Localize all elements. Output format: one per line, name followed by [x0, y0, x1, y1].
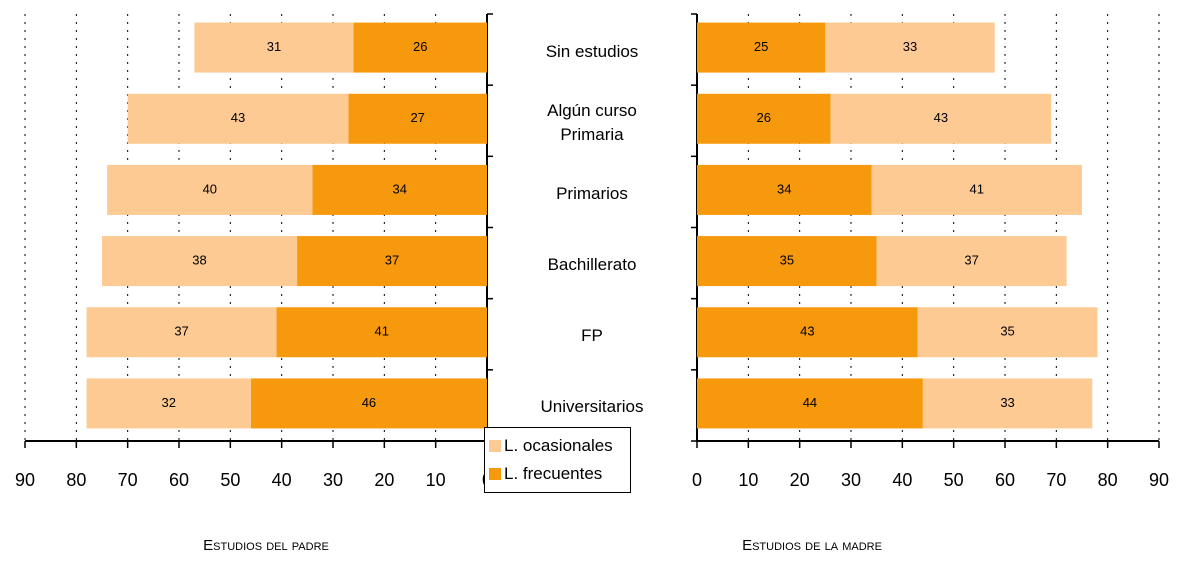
- x-tick-label: 50: [220, 470, 240, 490]
- value-label: 38: [192, 253, 206, 268]
- bar-segment: [697, 378, 923, 429]
- x-tick-label: 80: [66, 470, 86, 490]
- value-label: 33: [903, 39, 917, 54]
- legend-item: L. ocasionales: [489, 432, 630, 460]
- legend: L. ocasionales L. frecuentes: [484, 427, 631, 493]
- value-label: 41: [375, 324, 389, 339]
- category-label: Algún curso Primaria: [547, 100, 637, 144]
- x-tick-label: 70: [118, 470, 138, 490]
- value-label: 46: [362, 395, 376, 410]
- panel-title: Estudios de la madre: [742, 537, 882, 554]
- value-label: 43: [800, 324, 814, 339]
- x-tick-label: 90: [15, 470, 35, 490]
- legend-label: L. ocasionales: [504, 436, 613, 455]
- bar-segment: [830, 93, 1052, 144]
- bar-segment: [297, 236, 487, 287]
- legend-item: L. frecuentes: [489, 460, 630, 488]
- legend-swatch: [489, 440, 501, 452]
- x-tick-label: 10: [738, 470, 758, 490]
- bar-segment: [697, 236, 877, 287]
- legend-label: L. frecuentes: [504, 464, 603, 483]
- value-label: 37: [964, 253, 978, 268]
- bar-segment: [871, 164, 1082, 215]
- x-tick-label: 80: [1098, 470, 1118, 490]
- x-tick-label: 40: [272, 470, 292, 490]
- value-label: 34: [777, 181, 791, 196]
- bar-segment: [348, 93, 487, 144]
- value-label: 27: [410, 110, 424, 125]
- bar-segment: [697, 307, 918, 358]
- value-label: 37: [385, 253, 399, 268]
- bar-segment: [825, 22, 995, 73]
- bar-segment: [127, 93, 349, 144]
- bar-segment: [107, 164, 313, 215]
- value-label: 32: [161, 395, 175, 410]
- value-label: 34: [392, 181, 406, 196]
- category-label: Universitarios: [540, 397, 644, 417]
- bar-segment: [194, 22, 354, 73]
- category-label: Primarios: [556, 183, 628, 203]
- value-label: 35: [1000, 324, 1014, 339]
- panel-title: Estudios del padre: [203, 537, 329, 554]
- value-label: 37: [174, 324, 188, 339]
- x-tick-label: 20: [790, 470, 810, 490]
- bar-segment: [86, 378, 251, 429]
- bar-segment: [250, 378, 487, 429]
- value-label: 33: [1000, 395, 1014, 410]
- value-label: 44: [803, 395, 817, 410]
- x-tick-label: 0: [692, 470, 702, 490]
- bar-segment: [697, 22, 826, 73]
- legend-swatch: [489, 468, 501, 480]
- x-tick-label: 20: [374, 470, 394, 490]
- x-tick-label: 30: [323, 470, 343, 490]
- value-label: 40: [203, 181, 217, 196]
- x-tick-label: 10: [426, 470, 446, 490]
- bar-segment: [312, 164, 487, 215]
- value-label: 26: [756, 110, 770, 125]
- x-tick-label: 30: [841, 470, 861, 490]
- bar-segment: [276, 307, 487, 358]
- bar-segment: [86, 307, 277, 358]
- x-tick-label: 90: [1149, 470, 1169, 490]
- value-label: 41: [970, 181, 984, 196]
- category-label: Sin estudios: [545, 41, 639, 61]
- value-label: 26: [413, 39, 427, 54]
- value-label: 31: [267, 39, 281, 54]
- bar-segment: [102, 236, 298, 287]
- bar-segment: [917, 307, 1098, 358]
- x-tick-label: 60: [995, 470, 1015, 490]
- value-label: 35: [780, 253, 794, 268]
- x-tick-label: 50: [944, 470, 964, 490]
- bar-segment: [353, 22, 487, 73]
- bar-segment: [876, 236, 1067, 287]
- value-label: 43: [231, 110, 245, 125]
- bar-segment: [922, 378, 1093, 429]
- value-label: 25: [754, 39, 768, 54]
- bar-segment: [697, 93, 831, 144]
- category-label: FP: [581, 326, 603, 346]
- value-label: 43: [934, 110, 948, 125]
- bar-segment: [697, 164, 872, 215]
- x-tick-label: 60: [169, 470, 189, 490]
- x-tick-label: 40: [892, 470, 912, 490]
- x-tick-label: 70: [1046, 470, 1066, 490]
- category-label: Bachillerato: [547, 255, 637, 275]
